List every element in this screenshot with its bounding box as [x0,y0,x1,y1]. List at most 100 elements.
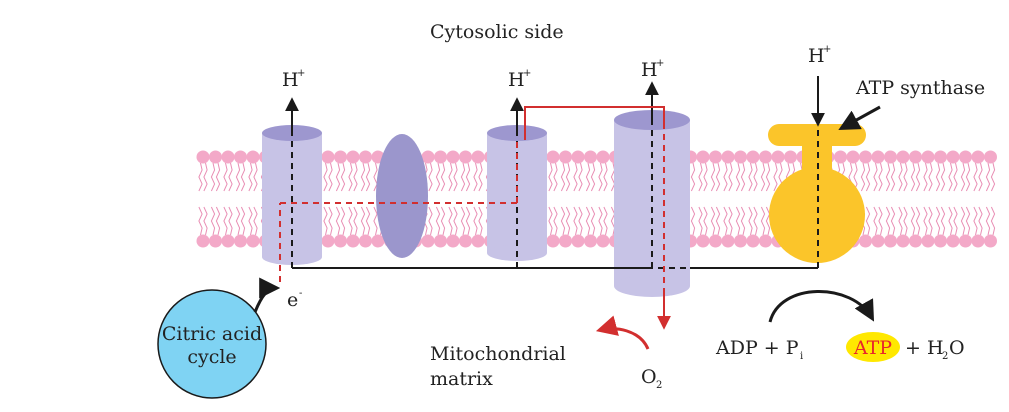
phospholipid-tail [590,162,596,192]
phospholipid-head [871,234,885,248]
phospholipid-tail [723,206,728,236]
proton-symbol: H [282,69,299,91]
phospholipid-tail [935,162,941,192]
water-subscript: 2 [942,351,948,362]
phospholipid-tail [473,162,478,192]
electron-input-arrow [253,277,281,313]
phospholipid-tail [760,162,766,192]
phospholipid-tail [215,206,221,236]
phospholipid-tail [948,206,953,236]
phospholipid-tail [703,206,708,236]
citric-acid-label-line2: cycle [187,346,236,368]
phospholipid-tail [435,206,441,236]
phospholipid-tail [878,206,883,236]
phospholipid-tail [960,162,966,192]
phospholipid-tail [440,162,446,192]
phospholipid-tail [248,162,253,192]
phospholipid-head [946,150,960,164]
phospholipid-tail [603,206,608,236]
phospholipid-tail [703,162,708,192]
phospholipid-head [421,150,435,164]
phospholipid-head [209,150,222,164]
phospholipid-tail [853,162,858,192]
proton-charge: + [656,58,664,69]
phospholipid-head [546,150,560,164]
phospholipid-head [371,234,385,248]
phospholipid-tail [735,206,741,236]
phospholipid-tail [228,162,233,192]
proton-charge: + [523,68,531,79]
phospholipid-tail [735,162,741,192]
phospholipid-head [759,234,772,248]
phospholipid-head [359,150,372,164]
phospholipid-tail [940,206,946,236]
phospholipid-tail [373,162,378,192]
phospholipid-head [446,150,460,164]
phospholipid-head [984,234,997,248]
phospholipid-tail [460,162,466,192]
phospholipid-tail [453,206,458,236]
phospholipid-tail [598,206,603,236]
phospholipid-head [721,150,735,164]
phospholipid-head [234,150,247,164]
phospholipid-tail [715,162,721,192]
phospholipid-head [471,150,485,164]
phospholipid-tail [928,162,933,192]
phospholipid-tail [440,206,446,236]
oxygen-subscript: 2 [656,380,662,391]
proton-label-complex-iv: H + [641,58,664,81]
phospholipid-tail [340,162,346,192]
phospholipid-head [884,234,897,248]
atp-highlight [846,332,900,362]
phospholipid-tail [223,206,228,236]
phospholipid-head [434,150,447,164]
phospholipid-tail [585,206,591,236]
phospholipid-tail [360,162,366,192]
phospholipid-head [434,234,447,248]
phospholipid-tail [898,162,903,192]
electron-label: e [287,289,298,311]
phospholipid-tail [353,162,358,192]
phospholipid-tail [553,162,558,192]
phospholipid-head [896,234,910,248]
phospholipid-tail [948,162,953,192]
phospholipid-tail [460,206,466,236]
phospholipid-head [459,150,472,164]
water-label: + H 2 O [905,337,965,362]
lipid-heads-inner-leaflet [196,234,997,248]
phospholipid-tail [898,206,903,236]
phospholipid-tail [973,206,978,236]
phospholipid-tail [435,162,441,192]
phospholipid-head [746,234,760,248]
phospholipid-tail [235,206,241,236]
phospholipid-tail [915,162,921,192]
phospholipid-head [934,150,947,164]
phospholipid-tail [548,206,553,236]
phospholipid-tail [753,206,758,236]
phospholipid-tail [740,162,746,192]
atp-synthase-label: ATP synthase [855,77,985,99]
phospholipid-head [571,234,585,248]
phospholipid-tail [710,162,716,192]
phospholipid-tail [335,206,341,236]
phospholipid-tail [248,206,253,236]
phospholipid-tail [215,162,221,192]
atp-label: ATP [853,337,892,359]
phospholipid-tail [448,162,453,192]
phospholipid-tail [373,206,378,236]
phospholipid-tail [910,162,916,192]
citric-acid-label-line1: Citric acid [162,323,262,345]
oxygen-reduction-arrow [595,315,650,350]
oxygen-symbol: O [641,366,657,388]
phospholipid-tail [210,206,216,236]
phospholipid-tail [335,162,341,192]
pi-subscript: i [800,351,803,362]
phospholipid-tail [560,162,566,192]
phospholipid-tail [353,206,358,236]
phospholipid-tail [198,206,203,236]
phospholipid-tail [728,206,733,236]
phospholipid-tail [565,162,571,192]
phospholipid-tail [203,162,208,192]
phospholipid-head [859,150,872,164]
